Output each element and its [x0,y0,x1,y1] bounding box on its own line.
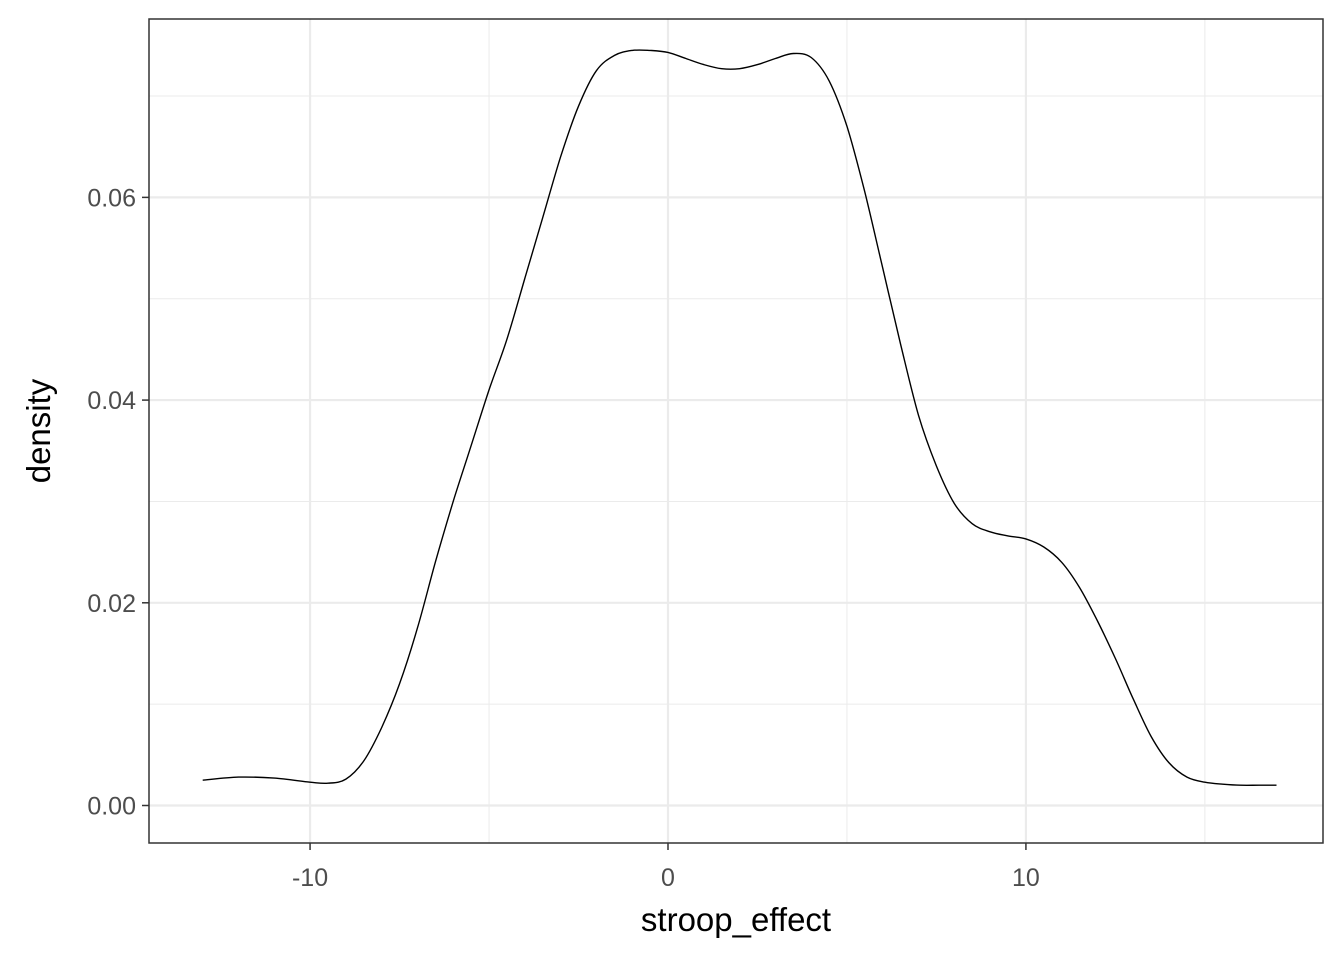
x-tick-label: -10 [292,864,328,892]
x-tick-label: 10 [1012,864,1040,892]
y-tick-label: 0.06 [87,184,136,212]
y-tick-label: 0.02 [87,590,136,618]
x-axis-ticks: -10 0 10 [292,843,1040,892]
major-gridlines [149,19,1323,843]
y-axis-title: density [20,378,57,483]
x-axis-title: stroop_effect [641,901,831,938]
density-curve [202,49,1277,786]
y-axis-ticks: 0.00 0.02 0.04 0.06 [87,184,149,820]
minor-gridlines [149,19,1323,843]
panel-border [148,18,1324,844]
y-tick-label: 0.04 [87,387,136,415]
x-tick-label: 0 [661,864,675,892]
panel-background [149,19,1323,843]
y-tick-label: 0.00 [87,792,136,820]
